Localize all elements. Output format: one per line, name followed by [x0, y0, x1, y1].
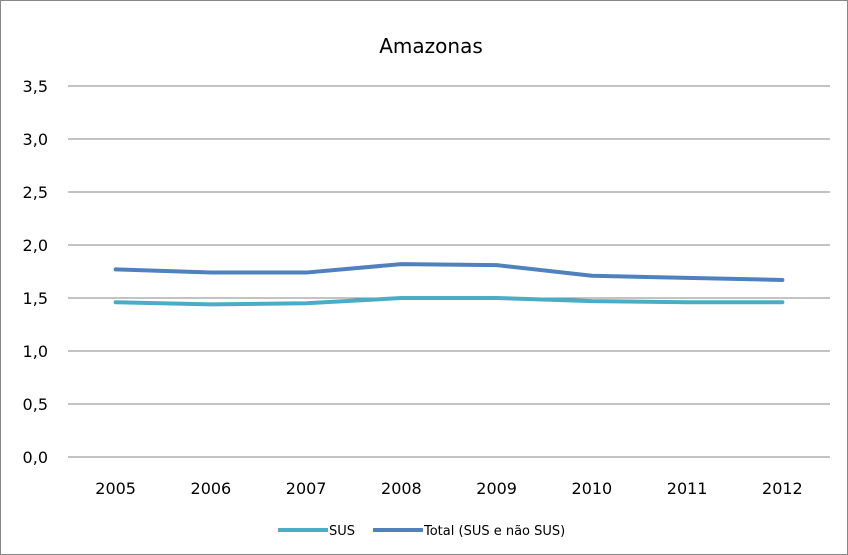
x-tick-label: 2008: [381, 479, 422, 498]
x-axis-ticks: 2005 2006 2007 2008 2009 2010 2011 2012: [95, 479, 802, 498]
x-tick-label: 2011: [667, 479, 708, 498]
legend-label: SUS: [329, 524, 355, 539]
y-tick-label: 0,0: [23, 448, 48, 467]
x-tick-label: 2012: [762, 479, 803, 498]
x-tick-label: 2010: [572, 479, 613, 498]
gridlines: [68, 85, 830, 458]
x-tick-label: 2007: [286, 479, 327, 498]
legend: SUS Total (SUS e não SUS): [278, 524, 565, 539]
y-axis-ticks: 0,0 0,5 1,0 1,5 2,0 2,5 3,0 3,5: [23, 77, 48, 467]
series-lines: [113, 262, 785, 307]
series-line-2: [113, 262, 785, 282]
legend-label: Total (SUS e não SUS): [423, 524, 565, 539]
y-tick-label: 1,5: [23, 289, 48, 308]
y-tick-label: 3,5: [23, 77, 48, 96]
y-tick-label: 0,5: [23, 395, 48, 414]
y-tick-label: 2,5: [23, 183, 48, 202]
x-tick-label: 2009: [476, 479, 517, 498]
y-tick-label: 3,0: [23, 130, 48, 149]
x-tick-label: 2006: [191, 479, 232, 498]
series-line-1: [113, 296, 785, 307]
x-tick-label: 2005: [95, 479, 136, 498]
y-tick-label: 2,0: [23, 236, 48, 255]
chart-title: Amazonas: [379, 34, 483, 58]
y-tick-label: 1,0: [23, 342, 48, 361]
